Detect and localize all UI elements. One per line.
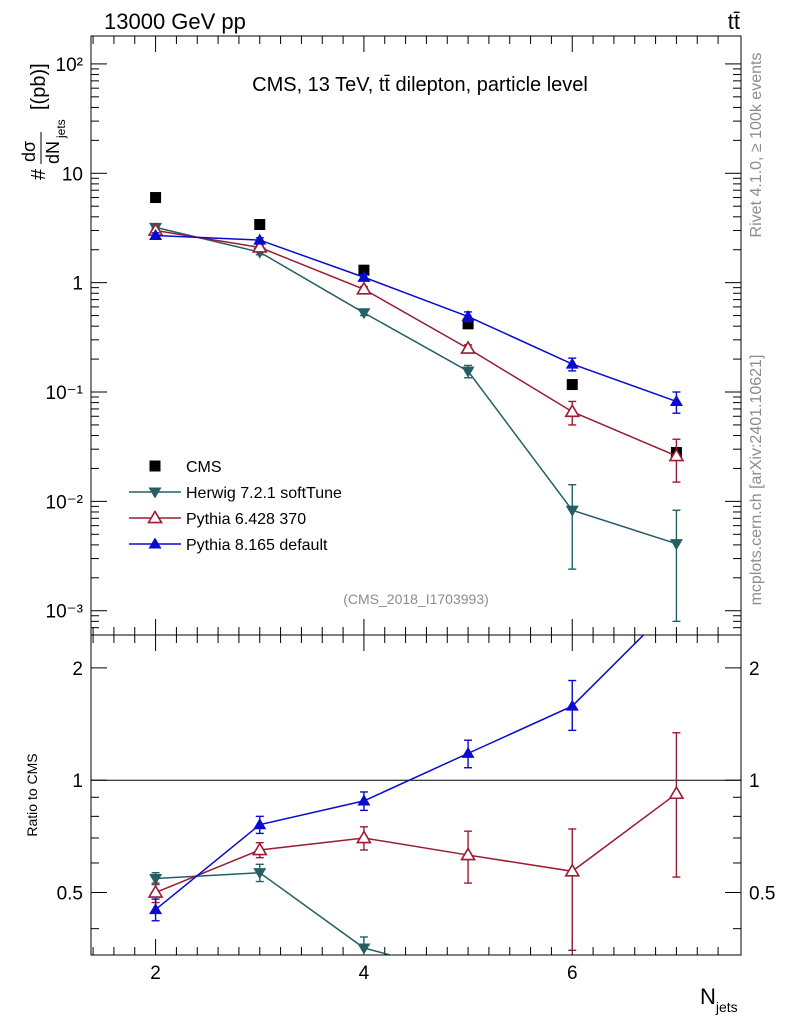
y-axis-label-sub: jets [54, 119, 68, 139]
legend-marker-cms [149, 460, 161, 472]
x-tick-label: 6 [567, 963, 578, 984]
ratio-tick-label-left: 1 [72, 771, 83, 792]
series-line-pythia-6-428-370 [155, 229, 677, 457]
legend-marker-pythia-8-165-default [148, 537, 162, 549]
legend-marker-pythia-6-428-370 [147, 509, 163, 524]
series-line-pythia-6-428-370 [155, 793, 677, 894]
marker-cms [462, 318, 474, 330]
marker-herwig-7-2-1-softtune [149, 873, 163, 886]
analysis-id: (CMS_2018_I1703993) [343, 591, 489, 607]
marker-pythia-6-428-370 [564, 863, 581, 877]
plot-title: CMS, 13 TeV, tt̄ dilepton, particle leve… [252, 74, 588, 96]
energy-label: 13000 GeV pp [104, 9, 246, 34]
y-axis-label-hash: # [28, 168, 50, 180]
y-tick-label: 10⁻¹ [46, 383, 84, 404]
ratio-frame [90, 634, 742, 956]
y-tick-label: 10⁻² [46, 492, 84, 513]
marker-cms [254, 219, 266, 231]
legend-label-pythia-6-428-370: Pythia 6.428 370 [186, 511, 306, 528]
marker-herwig-7-2-1-softtune [669, 539, 683, 551]
marker-pythia-8-165-default [149, 903, 163, 915]
marker-pythia-6-428-370 [147, 884, 164, 898]
legend-label-herwig-7-2-1-softtune: Herwig 7.2.1 softTune [186, 485, 342, 502]
marker-herwig-7-2-1-softtune [357, 308, 371, 320]
series-pythia-8-165-default [149, 635, 645, 922]
y-axis-label-dn: dN [43, 141, 63, 164]
ratio-tick-label-right: 2 [749, 659, 760, 680]
y-tick-label: 10 [62, 164, 83, 185]
marker-pythia-8-165-default [253, 818, 267, 830]
x-axis-label-sub: jets [715, 999, 738, 1015]
marker-pythia-8-165-default [149, 228, 163, 241]
x-tick-label: 2 [150, 963, 161, 984]
main-data-series [147, 192, 685, 623]
marker-pythia-6-428-370 [564, 403, 581, 418]
ratio-tick-label-left: 0.5 [57, 884, 83, 905]
ratio-axis-label: Ratio to CMS [24, 753, 40, 836]
marker-pythia-8-165-default [565, 357, 579, 369]
y-axis-label-unit: [(pb)] [28, 63, 50, 110]
marker-herwig-7-2-1-softtune [357, 943, 371, 955]
series-herwig-7-2-1-softtune [149, 863, 394, 955]
mcplots-label: mcplots.cern.ch [arXiv:2401.10621] [748, 355, 765, 606]
series-line-herwig-7-2-1-softtune [155, 226, 677, 545]
marker-pythia-6-428-370 [356, 281, 372, 295]
marker-pythia-8-165-default [669, 394, 683, 406]
marker-pythia-6-428-370 [251, 841, 268, 856]
marker-pythia-8-165-default [357, 794, 371, 806]
series-cms [150, 192, 682, 458]
marker-pythia-8-165-default [357, 270, 371, 282]
marker-pythia-8-165-default [461, 310, 475, 322]
process-label: tt̄ [728, 9, 740, 34]
marker-pythia-8-165-default [565, 699, 579, 711]
x-axis-label: Njets [700, 984, 738, 1015]
series-line-pythia-8-165-default [155, 234, 677, 403]
marker-pythia-6-428-370 [668, 447, 685, 462]
series-pythia-6-428-370 [147, 222, 685, 483]
marker-pythia-6-428-370 [668, 785, 685, 800]
y-tick-label: 10⁻³ [46, 602, 84, 623]
marker-cms [566, 379, 578, 391]
x-tick-label: 4 [359, 963, 370, 984]
main-axis-ticks: 10⁻³ 10⁻² 10⁻¹ 1 10 10² [46, 36, 741, 636]
marker-pythia-6-428-370 [460, 340, 476, 354]
y-axis-label: # dσ dN jets [(pb)] [19, 63, 68, 180]
series-line-herwig-7-2-1-softtune [155, 871, 394, 955]
y-axis-label-dsigma: dσ [19, 141, 39, 162]
marker-pythia-6-428-370 [356, 829, 372, 844]
marker-pythia-8-165-default [253, 233, 267, 245]
ratio-axis-ticks: 2 4 6 0.5 0.5 1 1 2 2 [57, 635, 775, 984]
ratio-tick-label-left: 2 [72, 659, 83, 680]
marker-pythia-8-165-default [461, 746, 475, 758]
ratio-tick-label-right: 0.5 [749, 884, 775, 905]
y-tick-label: 10² [56, 55, 83, 76]
series-herwig-7-2-1-softtune [149, 222, 683, 623]
x-axis-label-main: N [700, 984, 716, 1009]
marker-herwig-7-2-1-softtune [565, 505, 579, 517]
legend-label-pythia-8-165-default: Pythia 8.165 default [186, 537, 328, 554]
legend: CMS Herwig 7.2.1 softTune Pythia 6.428 370… [129, 459, 342, 554]
marker-cms [358, 264, 370, 276]
marker-cms [150, 192, 162, 204]
marker-herwig-7-2-1-softtune [461, 366, 475, 378]
legend-marker-herwig-7-2-1-softtune [148, 487, 162, 499]
marker-pythia-6-428-370 [460, 846, 476, 861]
rivet-label: Rivet 4.1.0, ≥ 100k events [748, 53, 765, 238]
marker-pythia-6-428-370 [251, 239, 268, 253]
series-pythia-8-165-default [149, 228, 683, 414]
marker-herwig-7-2-1-softtune [253, 868, 267, 880]
y-tick-label: 1 [72, 274, 83, 295]
ratio-tick-label-right: 1 [749, 771, 760, 792]
series-line-pythia-8-165-default [155, 635, 645, 911]
series-pythia-6-428-370 [147, 732, 685, 952]
ratio-data-series [147, 635, 685, 955]
legend-label-cms: CMS [186, 459, 222, 476]
